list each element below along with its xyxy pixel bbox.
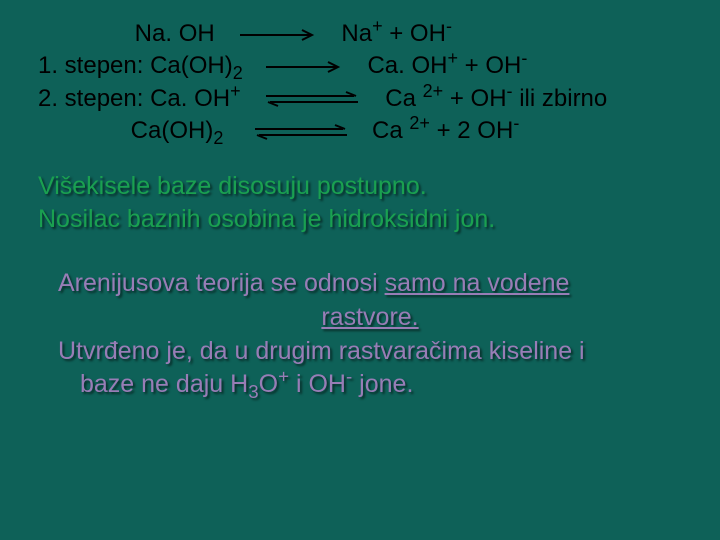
- eq-text: Na. OH: [135, 20, 215, 47]
- para-text: jone.: [352, 370, 413, 398]
- equation-line-2: 1. stepen: Ca(OH)2 Ca. OH+ + OH-: [38, 50, 682, 82]
- eq-text: + OH: [389, 20, 446, 47]
- paragraph-2: Arenijusova teorija se odnosi samo na vo…: [38, 267, 682, 402]
- eq-text: Ca(OH): [131, 117, 214, 144]
- para-text: O: [259, 370, 278, 398]
- equilibrium-arrow-icon: [251, 124, 351, 140]
- para-text: Višekisele baze disosuju postupno.: [38, 170, 682, 204]
- eq-text: ili zbirno: [519, 85, 607, 112]
- eq-text: + OH: [450, 85, 507, 112]
- equation-line-3: 2. stepen: Ca. OH+ Ca 2+ + OH- ili zbirn…: [38, 83, 682, 115]
- eq-text: 1. stepen: Ca(OH): [38, 52, 233, 79]
- para-line: rastvore.: [58, 301, 682, 335]
- para-line: baze ne daju H3O+ i OH- jone.: [58, 368, 682, 402]
- arrow-icon: [240, 28, 316, 42]
- para-text-underline: samo na vodene: [385, 269, 570, 297]
- para-text: Utvrđeno je, da u drugim rastvaračima ki…: [58, 337, 585, 365]
- arrow-icon: [266, 60, 342, 74]
- para-line: Arenijusova teorija se odnosi samo na vo…: [58, 267, 682, 301]
- equilibrium-arrow-icon: [262, 91, 362, 107]
- chemistry-slide: Na. OH Na+ + OH- 1. stepen: Ca(OH)2 Ca. …: [0, 0, 720, 540]
- paragraph-1: Višekisele baze disosuju postupno. Nosil…: [38, 170, 682, 238]
- para-text: Arenijusova teorija se odnosi: [58, 269, 385, 297]
- equation-block: Na. OH Na+ + OH- 1. stepen: Ca(OH)2 Ca. …: [38, 18, 682, 148]
- eq-text: + 2 OH: [437, 117, 514, 144]
- eq-text: Na: [341, 20, 372, 47]
- equation-line-4: Ca(OH)2 Ca 2+ + 2 OH-: [38, 115, 682, 147]
- para-line: Utvrđeno je, da u drugim rastvaračima ki…: [58, 335, 682, 369]
- equation-line-1: Na. OH Na+ + OH-: [38, 18, 682, 50]
- para-text: baze ne daju H: [80, 370, 248, 398]
- eq-text: Ca. OH: [367, 52, 447, 79]
- eq-text: + OH: [465, 52, 522, 79]
- eq-text: Ca: [372, 117, 409, 144]
- eq-text: Ca: [385, 85, 422, 112]
- para-text-underline: rastvore.: [321, 303, 418, 331]
- eq-text: 2. stepen: Ca. OH: [38, 85, 230, 112]
- para-text: i OH: [289, 370, 346, 398]
- para-text: Nosilac baznih osobina je hidroksidni jo…: [38, 203, 682, 237]
